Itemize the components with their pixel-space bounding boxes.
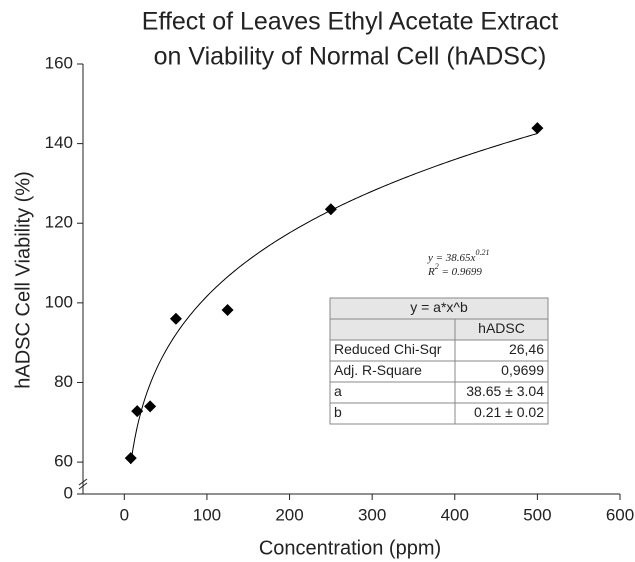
equation-part: = 0.9699 bbox=[439, 266, 483, 278]
data-point bbox=[169, 312, 182, 325]
data-point bbox=[531, 122, 544, 135]
y-tick-label: 0 bbox=[64, 483, 73, 502]
data-point bbox=[124, 452, 137, 465]
x-tick-label: 300 bbox=[358, 505, 386, 524]
table-row bbox=[329, 402, 549, 425]
data-point bbox=[131, 405, 144, 418]
data-point bbox=[221, 304, 234, 317]
chart-title: Effect of Leaves Ethyl Acetate Extract bbox=[142, 8, 558, 36]
table-cell: a bbox=[334, 383, 342, 399]
x-axis-title: Concentration (ppm) bbox=[259, 537, 441, 559]
y-tick-label: 140 bbox=[45, 133, 73, 152]
x-tick-label: 600 bbox=[606, 505, 634, 524]
equation-part: R bbox=[427, 266, 435, 278]
r-squared: R2 = 0.9699 bbox=[427, 262, 482, 278]
y-tick-label: 100 bbox=[45, 292, 73, 311]
chart-title: on Viability of Normal Cell (hADSC) bbox=[154, 43, 547, 71]
equation-part: 2 bbox=[435, 262, 439, 271]
data-point bbox=[144, 400, 157, 413]
equation-part: 0.21 bbox=[475, 248, 489, 257]
equation: y = 38.65x0.21 bbox=[427, 248, 489, 264]
y-axis-title: hADSC Cell Viability (%) bbox=[12, 171, 34, 388]
x-tick-label: 0 bbox=[120, 505, 129, 524]
axis-break bbox=[78, 478, 88, 486]
data-point bbox=[324, 203, 337, 216]
table-cell: 0.21 ± 0.02 bbox=[474, 404, 544, 420]
x-tick-label: 100 bbox=[193, 505, 221, 524]
y-tick-label: 60 bbox=[54, 452, 73, 471]
table-cell: b bbox=[334, 404, 342, 420]
table-cell: Adj. R-Square bbox=[334, 362, 422, 378]
y-tick-label: 120 bbox=[45, 213, 73, 232]
y-tick-label: 80 bbox=[54, 372, 73, 391]
axis-break bbox=[78, 482, 88, 490]
table-cell: 38.65 ± 3.04 bbox=[466, 383, 544, 399]
table-title: y = a*x^b bbox=[410, 299, 468, 315]
table-header: hADSC bbox=[478, 320, 525, 336]
equation-part: y = 38.65x bbox=[427, 252, 476, 264]
table-cell: Reduced Chi-Sqr bbox=[334, 341, 442, 357]
x-tick-label: 200 bbox=[275, 505, 303, 524]
table-cell: 0,9699 bbox=[501, 362, 544, 378]
x-tick-label: 500 bbox=[523, 505, 551, 524]
x-tick-label: 400 bbox=[441, 505, 469, 524]
table-cell: 26,46 bbox=[509, 341, 544, 357]
y-tick-label: 160 bbox=[45, 53, 73, 72]
